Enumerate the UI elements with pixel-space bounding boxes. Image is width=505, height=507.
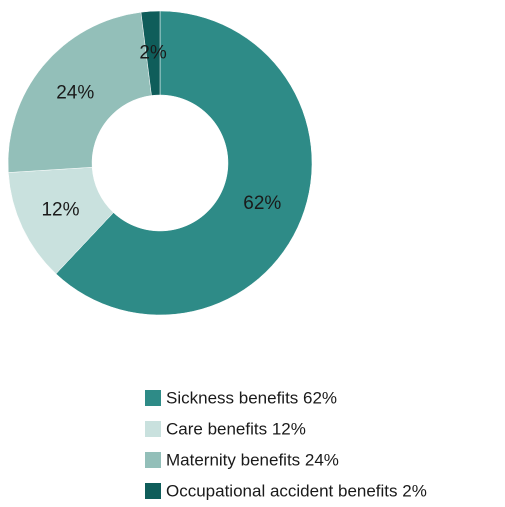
donut-slices <box>7 10 313 316</box>
legend-label-occupational-accident-benefits: Occupational accident benefits 2% <box>166 482 427 501</box>
legend-label-care-benefits: Care benefits 12% <box>166 420 306 439</box>
slice-maternity-benefits <box>7 11 152 173</box>
legend-label-sickness-benefits: Sickness benefits 62% <box>166 389 337 408</box>
slice-sickness-benefits <box>55 10 313 316</box>
slice-occupational-accident-benefits <box>140 10 161 96</box>
legend-swatch-care-benefits <box>145 421 161 437</box>
slice-labels: 62% 12% 24% 2% <box>41 43 281 221</box>
legend-swatch-occupational-accident-benefits <box>145 483 161 499</box>
slice-label-occupational-accident-benefits: 2% <box>139 43 167 64</box>
legend-label-maternity-benefits: Maternity benefits 24% <box>166 451 339 470</box>
legend-swatch-sickness-benefits <box>145 390 161 406</box>
slice-label-maternity-benefits: 24% <box>56 82 94 103</box>
legend-swatch-maternity-benefits <box>145 452 161 468</box>
slice-label-sickness-benefits: 62% <box>243 193 281 214</box>
legend: Sickness benefits 62% Care benefits 12% Ma… <box>145 389 427 501</box>
slice-label-care-benefits: 12% <box>41 199 79 220</box>
